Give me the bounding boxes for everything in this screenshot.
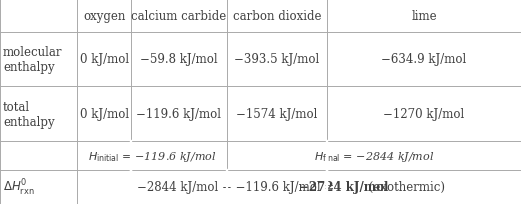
Text: −1574 kJ/mol: −1574 kJ/mol [236, 108, 318, 121]
Text: −634.9 kJ/mol: −634.9 kJ/mol [381, 53, 467, 66]
Text: 0 kJ/mol: 0 kJ/mol [80, 53, 129, 66]
Text: (exothermic): (exothermic) [365, 180, 445, 193]
Text: −59.8 kJ/mol: −59.8 kJ/mol [140, 53, 218, 66]
Text: −2844 kJ/mol − −119.6 kJ/mol =: −2844 kJ/mol − −119.6 kJ/mol = [137, 180, 338, 193]
Text: 0 kJ/mol: 0 kJ/mol [80, 108, 129, 121]
Text: total
enthalpy: total enthalpy [3, 100, 55, 128]
Text: lime: lime [411, 10, 437, 23]
Text: calcium carbide: calcium carbide [131, 10, 227, 23]
Text: $\Delta H^0_\mathrm{rxn}$: $\Delta H^0_\mathrm{rxn}$ [3, 177, 35, 197]
Text: $H_\mathrm{final}$ = −2844 kJ/mol: $H_\mathrm{final}$ = −2844 kJ/mol [314, 149, 434, 163]
Text: oxygen: oxygen [83, 10, 126, 23]
Text: −1270 kJ/mol: −1270 kJ/mol [383, 108, 465, 121]
Text: −393.5 kJ/mol: −393.5 kJ/mol [234, 53, 319, 66]
Text: $H_\mathrm{initial}$ = −119.6 kJ/mol: $H_\mathrm{initial}$ = −119.6 kJ/mol [88, 149, 216, 163]
Text: −119.6 kJ/mol: −119.6 kJ/mol [137, 108, 221, 121]
Text: −2724 kJ/mol: −2724 kJ/mol [299, 180, 388, 193]
Text: molecular
enthalpy: molecular enthalpy [3, 46, 63, 74]
Text: carbon dioxide: carbon dioxide [233, 10, 321, 23]
